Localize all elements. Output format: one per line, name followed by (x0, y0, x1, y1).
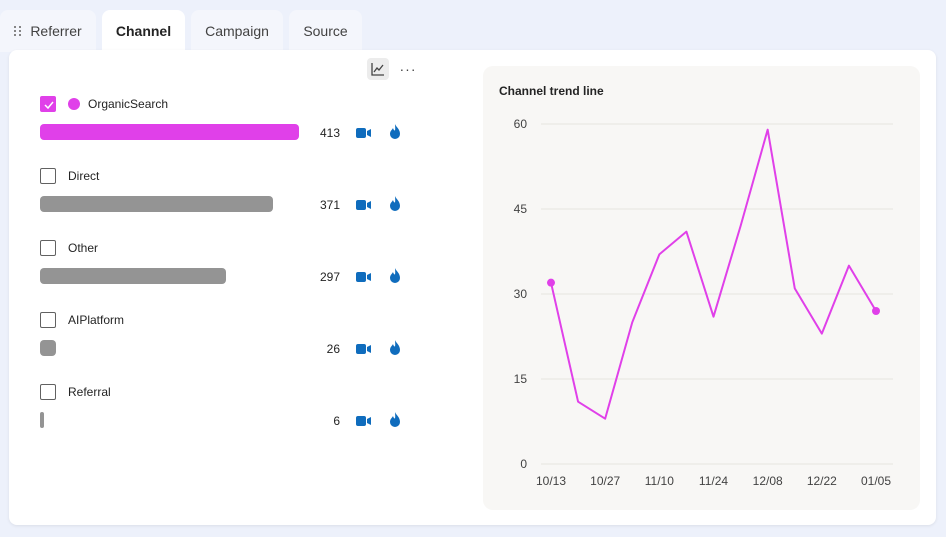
channel-bar (40, 268, 299, 284)
x-tick-label: 11/24 (699, 474, 728, 488)
series-color-dot (68, 98, 80, 110)
x-tick-label: 10/27 (590, 474, 620, 488)
y-tick-label: 30 (514, 287, 528, 301)
channel-row-direct: Direct 371 (40, 168, 420, 228)
channel-label: AIPlatform (68, 313, 125, 327)
tab-source[interactable]: Source (289, 10, 362, 52)
tab-label: Channel (115, 23, 172, 39)
tab-channel[interactable]: Channel (102, 10, 185, 52)
channel-checkbox[interactable] (40, 240, 56, 256)
channel-count: 6 (333, 414, 340, 428)
x-tick-label: 10/13 (536, 474, 566, 488)
channel-bar-fill (40, 124, 299, 140)
channel-checkbox[interactable] (40, 384, 56, 400)
channel-checkbox[interactable] (40, 96, 56, 112)
channel-row-other: Other 297 (40, 240, 420, 300)
video-icon[interactable] (356, 126, 372, 144)
channel-count: 371 (319, 198, 340, 212)
channel-row-organicsearch: OrganicSearch 413 (40, 96, 420, 156)
video-icon[interactable] (356, 270, 372, 288)
channel-card: ··· OrganicSearch 413 Direct 371 Other 297 AIP… (9, 50, 936, 525)
video-icon[interactable] (356, 198, 372, 216)
channel-count: 297 (319, 270, 340, 284)
channel-bar (40, 124, 299, 140)
series-end-point (872, 307, 880, 315)
more-options-button[interactable]: ··· (399, 61, 417, 77)
trend-chart-panel: Channel trend line 0 15 30 45 60 10/13 10/27 11… (483, 66, 920, 510)
chart-icon[interactable] (367, 58, 389, 80)
channel-label: Direct (68, 169, 100, 183)
video-icon[interactable] (356, 414, 372, 432)
series-line (550, 128, 877, 420)
y-tick-label: 60 (514, 117, 528, 131)
channel-label: Other (68, 241, 99, 255)
channel-count: 26 (326, 342, 340, 356)
flame-icon[interactable] (389, 124, 401, 145)
flame-icon[interactable] (389, 268, 401, 289)
channel-bar (40, 196, 299, 212)
channel-bar-fill (40, 340, 57, 356)
tab-label: Source (303, 23, 348, 39)
video-icon[interactable] (356, 342, 372, 360)
channel-bar (40, 412, 299, 428)
tab-referrer[interactable]: Referrer (0, 10, 96, 52)
tab-label: Referrer (30, 23, 82, 39)
channel-label: Referral (68, 385, 111, 399)
tab-campaign[interactable]: Campaign (191, 10, 283, 52)
channel-bar-fill (40, 196, 273, 212)
x-tick-label: 12/08 (753, 474, 783, 488)
channel-bar-fill (40, 268, 227, 284)
channel-row-aiplatform: AIPlatform 26 (40, 312, 420, 372)
flame-icon[interactable] (389, 340, 401, 361)
trend-chart: 0 15 30 45 60 10/13 10/27 11/10 11/24 12/08 12/22 0… (514, 117, 893, 488)
chart-title: Channel trend line (499, 84, 604, 98)
x-tick-label: 12/22 (807, 474, 837, 488)
channel-row-referral: Referral 6 (40, 384, 420, 444)
y-tick-label: 0 (520, 457, 527, 471)
channel-bar-fill (40, 412, 44, 428)
flame-icon[interactable] (389, 412, 401, 433)
y-tick-label: 45 (514, 202, 528, 216)
x-tick-label: 01/05 (861, 474, 891, 488)
x-tick-label: 11/10 (645, 474, 674, 488)
drag-handle-icon[interactable] (14, 26, 22, 36)
channel-checkbox[interactable] (40, 312, 56, 328)
tab-label: Campaign (205, 23, 269, 39)
channel-count: 413 (319, 126, 340, 140)
channel-label: OrganicSearch (88, 97, 169, 111)
series-start-point (547, 278, 555, 287)
y-tick-label: 15 (514, 372, 528, 386)
flame-icon[interactable] (389, 196, 401, 217)
checkmark-icon (44, 101, 54, 110)
channel-bar (40, 340, 299, 356)
channel-checkbox[interactable] (40, 168, 56, 184)
